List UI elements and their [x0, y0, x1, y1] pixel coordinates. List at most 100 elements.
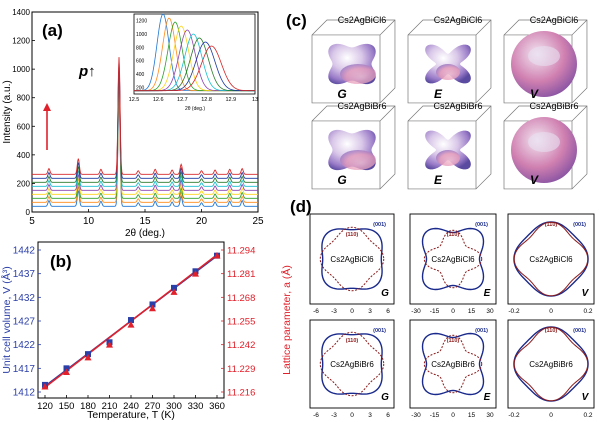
panel-b-left-ticks: 1412 1417 1422 1427 1432 1437 1442 [13, 246, 41, 399]
panel-a-trace [32, 77, 258, 195]
panel-a-ytick-label: 0 [26, 208, 31, 217]
panel-c-box [503, 19, 588, 104]
panel-d-tick-label: 6 [386, 308, 390, 315]
panel-d-symbol: E [484, 392, 491, 403]
panel-c-surface-shade [340, 150, 376, 170]
panel-c-title: Cs2AgBiCl6 [338, 15, 387, 25]
panel-d-tick-label: 0 [451, 412, 455, 419]
panel-d-legend-110: (110) [447, 338, 460, 344]
panel-d-symbol: V [582, 288, 590, 299]
panel-a-inset-ytick-label: 1200 [136, 19, 147, 25]
panel-c-symbol: G [337, 173, 346, 187]
panel-d-tick-label: 3 [368, 308, 372, 315]
panel-d-legend-001: (001) [373, 328, 386, 334]
panel-d-curve-110 [513, 221, 589, 297]
panel-d-legend-001: (001) [573, 328, 586, 334]
panel-b-left-tick-label: 1412 [13, 388, 36, 399]
panel-d-tick-label: -3 [331, 308, 337, 315]
panel-a-inset-xtick-label: 12.6 [153, 97, 164, 103]
panel-c-title: Cs2AgBiBr6 [433, 101, 482, 111]
panel-a-inset-x-ticks: 12.5 12.6 12.7 12.8 12.9 13 [129, 97, 258, 103]
panel-d-title: Cs2AgBiBr6 [330, 360, 374, 369]
panel-a-xtick-label: 25 [252, 216, 264, 227]
panel-d-tick-label: 15 [468, 308, 476, 315]
panel-c-box [503, 105, 588, 190]
panel-b-left-tick-label: 1442 [13, 246, 36, 257]
panel-c-surface-highlight [528, 46, 560, 66]
panel-a-trace [32, 73, 258, 191]
panel-a-trace [32, 85, 258, 203]
panel-b-series [41, 251, 221, 390]
panel-a-xtick-label: 15 [139, 216, 151, 227]
panel-a-inset-xtick-label: 13 [252, 97, 258, 103]
panel-a-xtick-label: 20 [196, 216, 208, 227]
panel-b-xtick-label: 180 [80, 401, 96, 412]
panel-b-xtick-label: 120 [37, 401, 53, 412]
panel-b-point-lattice [192, 270, 199, 277]
panel-b-xtick-label: 330 [188, 401, 204, 412]
panel-c-symbol: G [337, 87, 346, 101]
panel-d-curve-110 [319, 331, 385, 397]
panel-d-tick-label: -6 [313, 308, 319, 315]
panel-a-annotation: p↑ [78, 63, 96, 80]
panel-a-inset-ytick-label: 1000 [136, 32, 147, 38]
panel-a-ytick-label: 1000 [12, 65, 30, 74]
panel-b-left-tick-label: 1427 [13, 317, 36, 328]
panel-b-right-tick-label: 11.242 [227, 340, 255, 351]
panel-d-legend-001: (001) [373, 222, 386, 228]
panel-a-ylabel: Intensity (a.u.) [2, 80, 13, 143]
panel-a-trace [32, 57, 258, 175]
panel-d-curve-001 [421, 332, 485, 396]
panel-d-tick-label: 0.2 [583, 412, 592, 419]
panel-d-tick-label: 15 [468, 412, 476, 419]
panel-a-trace [32, 65, 258, 183]
panel-b-right-tick-label: 11.294 [227, 246, 255, 257]
panel-d-cells: Cs2AgBiCl6(001)(110)G-6 -3 0 3 6Cs2AgBiCl6(0… [309, 213, 595, 419]
panel-d-title: Cs2AgBiCl6 [529, 255, 573, 264]
panel-d-tick-label: 30 [486, 308, 494, 315]
panel-b-ylabel-right: Lattice parameter, a (Å) [280, 265, 293, 375]
panel-a-inset-xtick-label: 12.5 [129, 97, 140, 103]
panel-d-frame [309, 319, 395, 409]
panel-d-legend-110: (110) [346, 338, 359, 344]
panel-a-y-ticks: 0 200 400 600 800 1000 1200 1400 [12, 8, 35, 217]
panel-c-symbol: V [530, 173, 539, 187]
panel-b-point-volume [171, 284, 177, 291]
panel-b-left-tick-label: 1432 [13, 293, 36, 304]
panel-d-tick-label: 0 [350, 308, 354, 315]
panel-b-right-tick-label: 11.229 [227, 364, 255, 375]
panel-a-inset-frame [133, 13, 256, 95]
panel-c-cells: Cs2AgBiCl6GCs2AgBiCl6ECs2AgBiCl6VCs2AgBi… [311, 15, 588, 190]
panel-c-symbol: E [434, 173, 443, 187]
panel-c-symbol: V [530, 87, 539, 101]
panel-a-ytick-label: 1400 [12, 8, 30, 17]
panel-d-tick-label: 0 [549, 308, 553, 315]
panel-b-right-tick-label: 11.255 [227, 317, 255, 328]
panel-d-title: Cs2AgBiCl6 [330, 255, 374, 264]
panel-d-tick-label: 3 [368, 412, 372, 419]
panel-d-tick-label: -0.2 [508, 308, 520, 315]
panel-d-label: (d) [290, 197, 312, 216]
panel-d-title: Cs2AgBiCl6 [431, 255, 475, 264]
panel-d-title: Cs2AgBiBr6 [529, 360, 573, 369]
panel-d-curve-110 [319, 226, 385, 292]
panel-b-xtick-label: 150 [59, 401, 75, 412]
panel-d-frame [507, 213, 595, 305]
panel-c-box [407, 19, 492, 104]
panel-b-x-ticks: 120 150 180 210 240 270 300 330 360 [37, 395, 225, 412]
panel-c-box-edges [408, 105, 492, 189]
panel-d-title: Cs2AgBiBr6 [431, 360, 475, 369]
panel-d-legend-001: (001) [475, 222, 488, 228]
panel-b-point-lattice [84, 353, 92, 361]
panel-b-right-tick-label: 11.268 [227, 293, 255, 304]
panel-a-inset-ytick-label: 800 [136, 45, 145, 51]
panel-d-legend-001: (001) [573, 222, 586, 228]
panel-a-label: (a) [42, 21, 63, 40]
panel-a-inset-ytick-label: 600 [136, 59, 145, 65]
panel-d-symbol: V [582, 392, 590, 403]
panel-a-x-ticks: 5 10 15 20 25 [29, 209, 264, 227]
panel-a-ytick-label: 800 [17, 94, 31, 103]
panel-d-tick-label: 0 [451, 308, 455, 315]
panel-c-symbol: E [434, 87, 443, 101]
